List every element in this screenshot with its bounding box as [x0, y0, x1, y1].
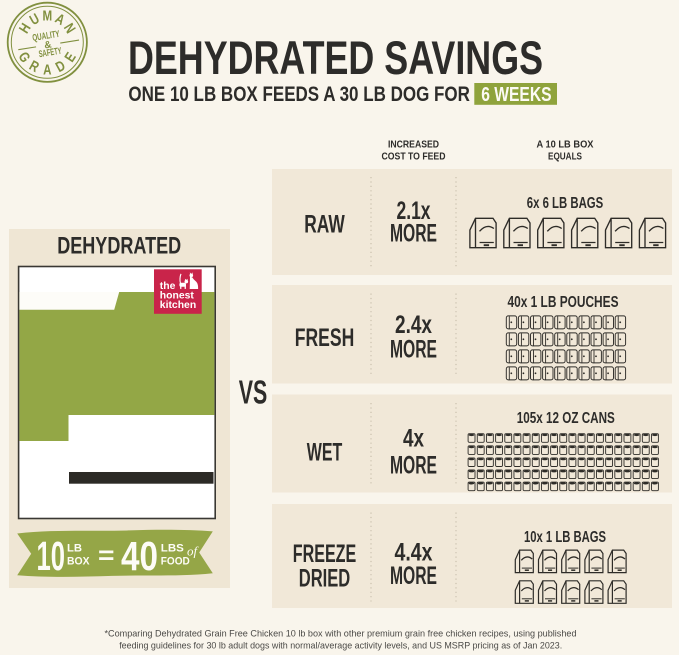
svg-text:105x 12 OZ CANS: 105x 12 OZ CANS	[517, 410, 615, 427]
svg-text:6 WEEKS: 6 WEEKS	[481, 83, 551, 106]
svg-text:4.4x: 4.4x	[395, 539, 433, 567]
svg-text:40x 1 LB POUCHES: 40x 1 LB POUCHES	[508, 294, 619, 311]
svg-text:2.4x: 2.4x	[395, 311, 432, 339]
svg-text:FREEZE: FREEZE	[293, 540, 357, 568]
svg-text:WET: WET	[307, 439, 343, 467]
svg-text:COST TO FEED: COST TO FEED	[382, 151, 446, 163]
svg-text:M: M	[42, 7, 52, 24]
svg-text:QUALITY: QUALITY	[32, 29, 61, 44]
svg-text:4x: 4x	[403, 425, 424, 453]
svg-text:40: 40	[121, 533, 158, 579]
svg-text:LBS: LBS	[161, 543, 184, 555]
svg-text:the: the	[160, 281, 176, 292]
svg-text:DRIED: DRIED	[299, 564, 351, 592]
svg-text:2.1x: 2.1x	[397, 197, 431, 225]
svg-text:ONE 10 LB BOX FEEDS A 30 LB DO: ONE 10 LB BOX FEEDS A 30 LB DOG FOR	[128, 82, 470, 106]
svg-text:MORE: MORE	[390, 336, 437, 364]
svg-text:10: 10	[37, 533, 66, 579]
svg-text:FRESH: FRESH	[295, 324, 355, 352]
svg-text:MORE: MORE	[390, 220, 437, 248]
svg-text:kitchen: kitchen	[160, 300, 196, 311]
svg-text:feeding guidelines for 30 lb a: feeding guidelines for 30 lb adult dogs …	[119, 640, 562, 651]
svg-text:DEHYDRATED SAVINGS: DEHYDRATED SAVINGS	[128, 32, 543, 85]
svg-text:EQUALS: EQUALS	[548, 151, 582, 163]
svg-text:VS: VS	[239, 374, 268, 411]
svg-text:RAW: RAW	[304, 210, 345, 238]
svg-text:of: of	[187, 544, 200, 559]
svg-text:LB: LB	[67, 543, 82, 555]
svg-text:*Comparing Dehydrated Grain Fr: *Comparing Dehydrated Grain Free Chicken…	[105, 628, 577, 639]
svg-text:SAFETY: SAFETY	[38, 46, 63, 61]
svg-text:MORE: MORE	[390, 562, 437, 590]
svg-text:=: =	[98, 542, 115, 570]
svg-text:&: &	[44, 40, 53, 52]
svg-text:INCREASED: INCREASED	[388, 139, 439, 151]
svg-text:6x 6 LB BAGS: 6x 6 LB BAGS	[527, 195, 604, 212]
svg-text:A 10 LB BOX: A 10 LB BOX	[537, 139, 594, 151]
svg-text:DEHYDRATED: DEHYDRATED	[57, 232, 181, 259]
svg-text:honest: honest	[160, 290, 195, 301]
svg-text:MORE: MORE	[390, 452, 437, 480]
svg-text:A: A	[43, 61, 52, 78]
svg-text:10x 1 LB BAGS: 10x 1 LB BAGS	[524, 529, 606, 546]
svg-text:FOOD: FOOD	[161, 555, 190, 567]
svg-text:BOX: BOX	[67, 555, 90, 567]
